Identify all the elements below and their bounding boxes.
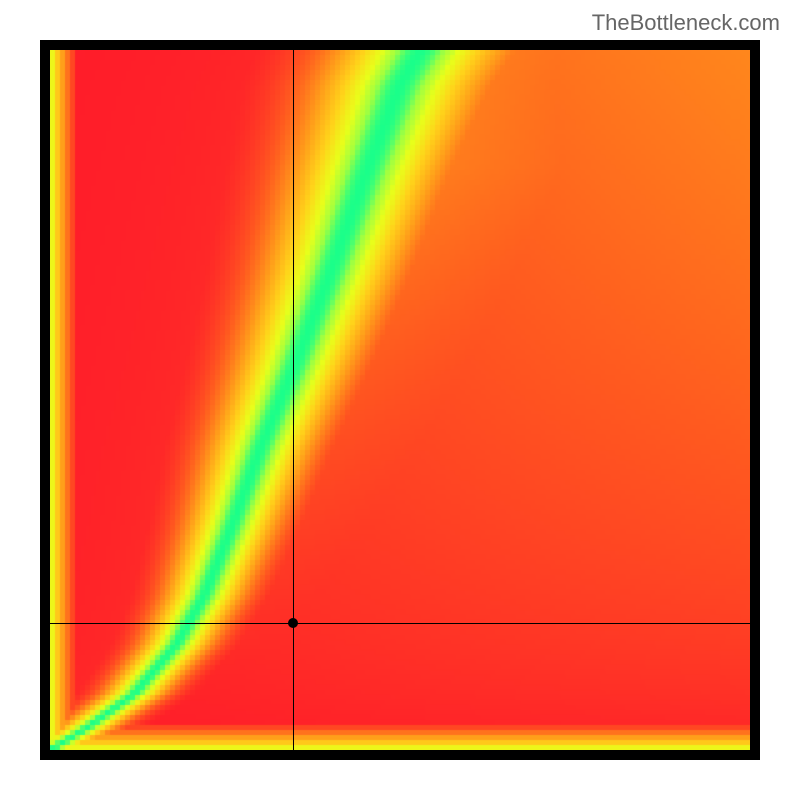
crosshair-horizontal — [50, 623, 750, 624]
chart-container: TheBottleneck.com — [0, 0, 800, 800]
plot-area — [50, 50, 750, 750]
watermark-text: TheBottleneck.com — [592, 10, 780, 36]
heatmap-canvas — [50, 50, 750, 750]
crosshair-vertical — [293, 50, 294, 750]
crosshair-marker — [288, 618, 298, 628]
